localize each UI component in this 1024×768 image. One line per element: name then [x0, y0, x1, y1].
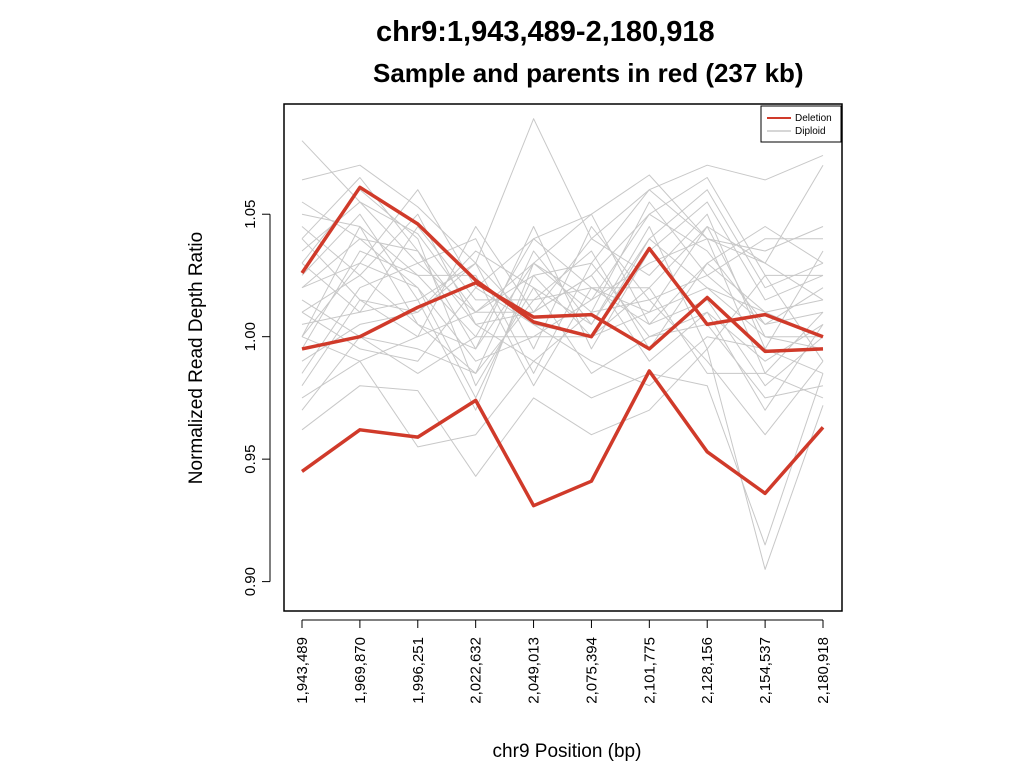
legend: Deletion Diploid — [760, 105, 842, 143]
diploid-series-group — [301, 118, 824, 570]
x-tick-label: 2,049,013 — [526, 637, 543, 704]
y-tick-label: 0.95 — [242, 445, 259, 474]
x-tick-label: 2,022,632 — [468, 637, 485, 704]
deletion-series-line-28 — [301, 281, 824, 354]
legend-label-deletion: Deletion — [795, 113, 832, 124]
y-tick-label: 0.90 — [242, 567, 259, 596]
diploid-series-line-1 — [301, 118, 824, 264]
y-axis-title: Normalized Read Depth Ratio — [186, 232, 207, 484]
x-axis: 1,943,489 1,969,870 1,996,251 2,022,632 2,04… — [294, 619, 832, 704]
deletion-series-line-27 — [300, 185, 824, 339]
deletion-series-line-29 — [300, 369, 825, 508]
x-tick-label: 2,101,775 — [641, 637, 658, 704]
diploid-series-line-22 — [301, 177, 823, 350]
x-tick-label: 2,180,918 — [815, 637, 832, 704]
deletion-series-group — [300, 185, 825, 508]
diploid-series-line-26 — [301, 226, 823, 374]
diploid-series-line-3 — [301, 360, 824, 546]
diploid-series-line-2 — [301, 348, 824, 570]
legend-box — [760, 105, 842, 143]
y-axis: 0.90 0.95 1.00 1.05 — [242, 200, 271, 596]
y-tick-label: 1.05 — [242, 200, 259, 229]
x-tick-label: 2,154,537 — [757, 637, 774, 704]
x-tick-label: 1,996,251 — [410, 637, 427, 704]
x-tick-label: 2,075,394 — [583, 637, 600, 704]
x-axis-title: chr9 Position (bp) — [493, 741, 642, 762]
x-tick-label: 1,943,489 — [294, 637, 311, 704]
chart-subtitle: Sample and parents in red (237 kb) — [373, 58, 804, 88]
x-tick-label: 2,128,156 — [699, 637, 716, 704]
legend-label-diploid: Diploid — [795, 126, 826, 137]
plot-frame — [283, 103, 843, 612]
diploid-series-line-24 — [301, 189, 824, 325]
diploid-series-line-16 — [301, 226, 824, 374]
y-tick-label: 1.00 — [242, 322, 259, 351]
chart-title: chr9:1,943,489-2,180,918 — [376, 16, 715, 48]
x-tick-label: 1,969,870 — [352, 637, 369, 704]
diploid-series-line-23 — [301, 287, 824, 411]
